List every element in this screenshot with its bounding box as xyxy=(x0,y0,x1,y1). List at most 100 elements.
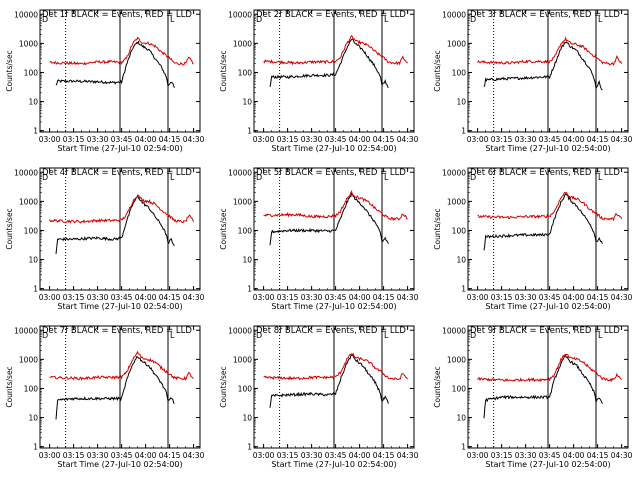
x-tick-label: 03:30 xyxy=(301,451,323,460)
y-tick-label: 10 xyxy=(456,98,466,107)
x-tick-label: 04:00 xyxy=(135,451,157,460)
y-tick-label: 10 xyxy=(456,256,466,265)
y-tick-label: 1 xyxy=(247,285,252,294)
x-tick-label: 03:30 xyxy=(515,293,537,302)
x-tick-label: 03:45 xyxy=(325,293,347,302)
series-line-lld xyxy=(477,191,623,222)
y-axis-label: Counts/sec xyxy=(5,208,14,249)
y-tick-label: 10 xyxy=(456,414,466,423)
x-tick-label: 03:30 xyxy=(87,293,109,302)
x-tick-label: 03:00 xyxy=(253,451,275,460)
y-tick-label: 100 xyxy=(452,226,467,235)
y-tick-label: 10000 xyxy=(442,10,466,19)
y-tick-label: 10 xyxy=(28,98,38,107)
corner-mark: D xyxy=(256,15,262,24)
y-tick-label: 1000 xyxy=(233,39,252,48)
panel-title: Det 7f BLACK = Events, RED = LLD xyxy=(42,326,192,336)
x-tick-label: 03:45 xyxy=(325,135,347,144)
legend-mark: L xyxy=(384,15,389,24)
y-tick-label: 10 xyxy=(28,414,38,423)
x-tick-label: 04:15 xyxy=(159,451,181,460)
series-line-lld xyxy=(49,36,194,66)
x-tick-label: 03:15 xyxy=(491,451,513,460)
legend-mark: L xyxy=(598,173,603,182)
x-axis-label: Start Time (27-Jul-10 02:54:00) xyxy=(271,144,396,153)
x-tick-label: 04:00 xyxy=(135,135,157,144)
x-tick-label: 03:00 xyxy=(467,451,489,460)
y-tick-label: 1 xyxy=(461,443,466,452)
x-tick-label: 04:15 xyxy=(587,135,609,144)
x-tick-label: 03:15 xyxy=(63,293,85,302)
y-tick-label: 10 xyxy=(242,256,252,265)
y-tick-label: 1000 xyxy=(447,197,466,206)
x-tick-label: 03:00 xyxy=(253,293,275,302)
corner-mark: D xyxy=(42,15,48,24)
x-tick-label: 03:45 xyxy=(111,451,133,460)
y-tick-label: 100 xyxy=(24,226,39,235)
y-tick-label: 100 xyxy=(238,384,253,393)
series-line-events xyxy=(269,38,389,89)
series-line-events xyxy=(483,354,603,419)
panel-title: Det 1f BLACK = Events, RED = LLD xyxy=(42,10,192,20)
y-tick-label: 1 xyxy=(33,127,38,136)
x-axis-label: Start Time (27-Jul-10 02:54:00) xyxy=(485,144,610,153)
series-line-events xyxy=(269,192,389,246)
legend-mark: L xyxy=(598,331,603,340)
y-tick-label: 100 xyxy=(24,384,39,393)
y-axis-label: Counts/sec xyxy=(5,366,14,407)
y-tick-label: 10 xyxy=(242,98,252,107)
panel-title: Det 8f BLACK = Events, RED = LLD xyxy=(256,326,406,336)
y-axis-label: Counts/sec xyxy=(433,366,442,407)
x-axis-label: Start Time (27-Jul-10 02:54:00) xyxy=(271,302,396,311)
y-tick-label: 10000 xyxy=(14,168,38,177)
y-tick-label: 10000 xyxy=(228,326,252,335)
y-tick-label: 1 xyxy=(247,443,252,452)
corner-mark: D xyxy=(256,173,262,182)
series-line-events xyxy=(269,354,389,408)
series-line-events xyxy=(55,194,175,255)
x-axis-label: Start Time (27-Jul-10 02:54:00) xyxy=(57,144,182,153)
x-tick-label: 04:00 xyxy=(563,293,585,302)
panel-title: Det 5f BLACK = Events, RED = LLD xyxy=(256,168,406,178)
x-tick-label: 03:15 xyxy=(491,293,513,302)
series-line-lld xyxy=(49,194,195,224)
x-tick-label: 04:15 xyxy=(159,135,181,144)
panel-title: Det 6f BLACK = Events, RED = LLD xyxy=(470,168,620,178)
series-line-events xyxy=(55,40,175,88)
y-tick-label: 10000 xyxy=(14,10,38,19)
legend-mark: L xyxy=(384,173,389,182)
y-axis-label: Counts/sec xyxy=(5,50,14,91)
x-tick-label: 03:00 xyxy=(39,135,61,144)
y-tick-label: 10 xyxy=(242,414,252,423)
x-tick-label: 03:15 xyxy=(277,451,299,460)
y-tick-label: 100 xyxy=(238,68,253,77)
corner-mark: D xyxy=(470,15,476,24)
x-tick-label: 03:15 xyxy=(63,135,85,144)
x-tick-label: 03:30 xyxy=(87,451,109,460)
panel-title: Det 2f BLACK = Events, RED = LLD xyxy=(256,10,406,20)
series-line-lld xyxy=(477,353,622,383)
x-tick-label: 04:00 xyxy=(563,451,585,460)
y-tick-label: 10000 xyxy=(14,326,38,335)
series-line-lld xyxy=(263,353,408,381)
x-tick-label: 03:45 xyxy=(325,451,347,460)
legend-mark: L xyxy=(170,331,175,340)
x-axis-label: Start Time (27-Jul-10 02:54:00) xyxy=(57,302,182,311)
y-tick-label: 1 xyxy=(33,443,38,452)
x-tick-label: 04:30 xyxy=(397,293,419,302)
y-tick-label: 10 xyxy=(28,256,38,265)
series-line-events xyxy=(483,41,603,91)
x-tick-label: 03:45 xyxy=(111,135,133,144)
corner-mark: D xyxy=(42,173,48,182)
y-tick-label: 100 xyxy=(452,384,467,393)
x-tick-label: 04:30 xyxy=(183,135,205,144)
panel-title: Det 3f BLACK = Events, RED = LLD xyxy=(470,10,620,20)
